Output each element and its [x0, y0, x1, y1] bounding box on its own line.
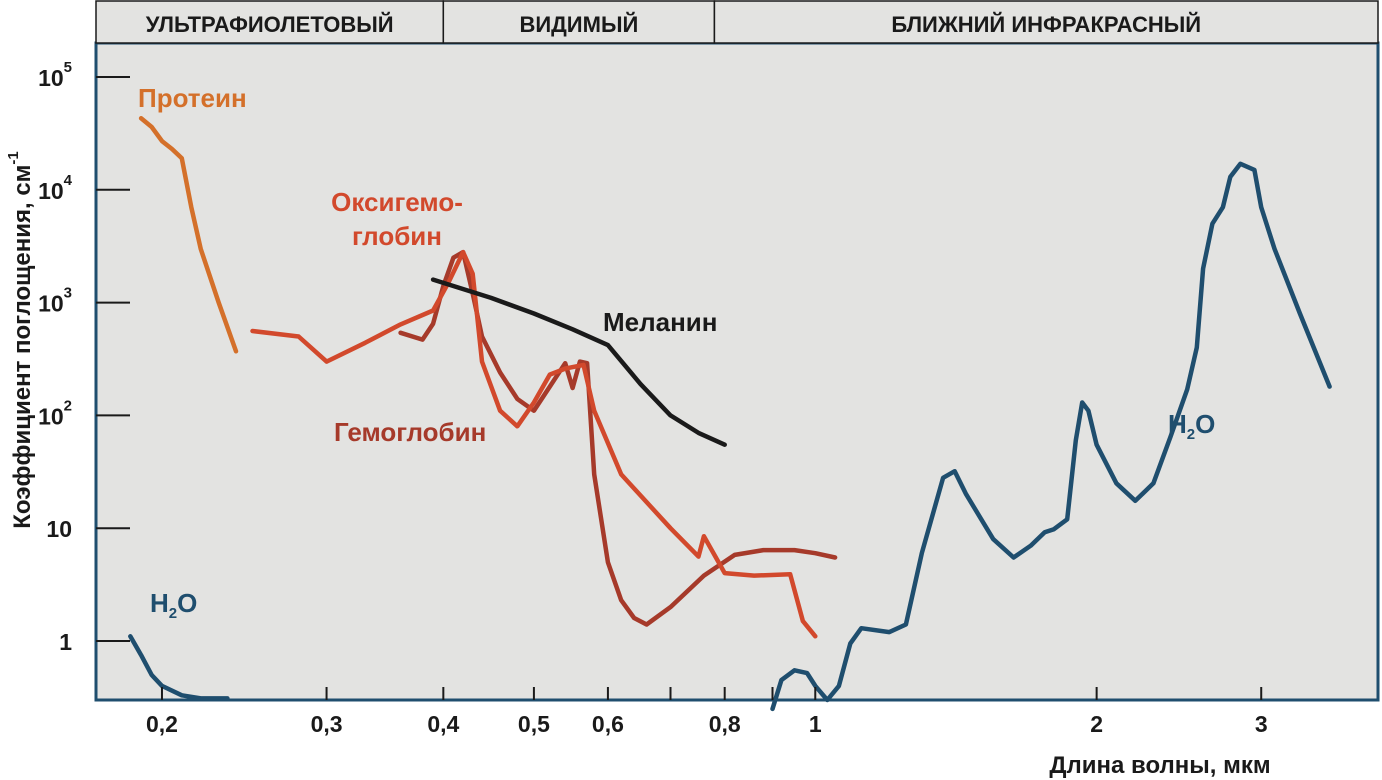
band-0 — [95, 0, 445, 44]
series-label-1-0: Оксигемо- — [331, 187, 463, 217]
x-tick-label-3: 0,5 — [518, 711, 550, 737]
plot-background — [94, 41, 1380, 702]
x-tick-label-0: 0,2 — [146, 711, 178, 737]
x-tick-label-8: 3 — [1255, 711, 1268, 737]
series-label-h2o-0: H2O — [1168, 409, 1215, 443]
series-line-4-0 — [128, 634, 230, 701]
series-labels: Протеин Оксигемо-глобин Гемоглобин Меланин H… — [138, 83, 1215, 622]
x-tick-label-1: 0,3 — [311, 711, 343, 737]
y-tick-label-5: 105 — [38, 59, 72, 91]
band-2 — [713, 0, 1379, 44]
series-line-0-0 — [138, 116, 239, 354]
spectral-bands: УЛЬТРАФИОЛЕТОВЫЙ ВИДИМЫЙ БЛИЖНИЙ ИНФРАКРАС… — [95, 0, 1379, 44]
x-tick-label-5: 0,8 — [709, 711, 741, 737]
series-line-4-1 — [770, 161, 1332, 712]
axes: 0,2 0,3 0,4 0,5 0,6 0,8 1 2 3 1 10 102 103 104 105 — [38, 59, 1268, 737]
x-tick-label-6: 1 — [809, 711, 822, 737]
y-tick-label-0: 1 — [59, 629, 72, 655]
band-label-0: УЛЬТРАФИОЛЕТОВЫЙ — [146, 12, 394, 37]
band-1 — [442, 0, 716, 44]
series-label-0-0: Протеин — [138, 83, 247, 113]
y-tick-label-3: 103 — [38, 285, 72, 317]
y-tick-label-4: 104 — [38, 172, 73, 204]
series-label-2-0: Гемоглобин — [334, 417, 486, 447]
series-layer — [128, 116, 1332, 712]
series-label-1-1: глобин — [352, 221, 442, 251]
y-tick-label-2: 102 — [38, 397, 72, 429]
series-line-1-0 — [250, 249, 818, 639]
x-axis-label: Длина волны, мкм — [1049, 752, 1270, 779]
x-tick-label-2: 0,4 — [427, 711, 459, 737]
series-label-3-0: Меланин — [603, 307, 718, 337]
band-label-2: БЛИЖНИЙ ИНФРАКРАСНЫЙ — [891, 12, 1201, 37]
y-tick-label-1: 10 — [46, 516, 72, 542]
y-axis-label: Коэффициент поглощения, см-1 — [5, 151, 36, 529]
series-line-3-0 — [430, 277, 727, 447]
series-label-h2o-1: H2O — [150, 588, 197, 622]
x-tick-label-7: 2 — [1090, 711, 1103, 737]
band-label-1: ВИДИМЫЙ — [519, 12, 638, 37]
x-tick-label-4: 0,6 — [592, 711, 624, 737]
